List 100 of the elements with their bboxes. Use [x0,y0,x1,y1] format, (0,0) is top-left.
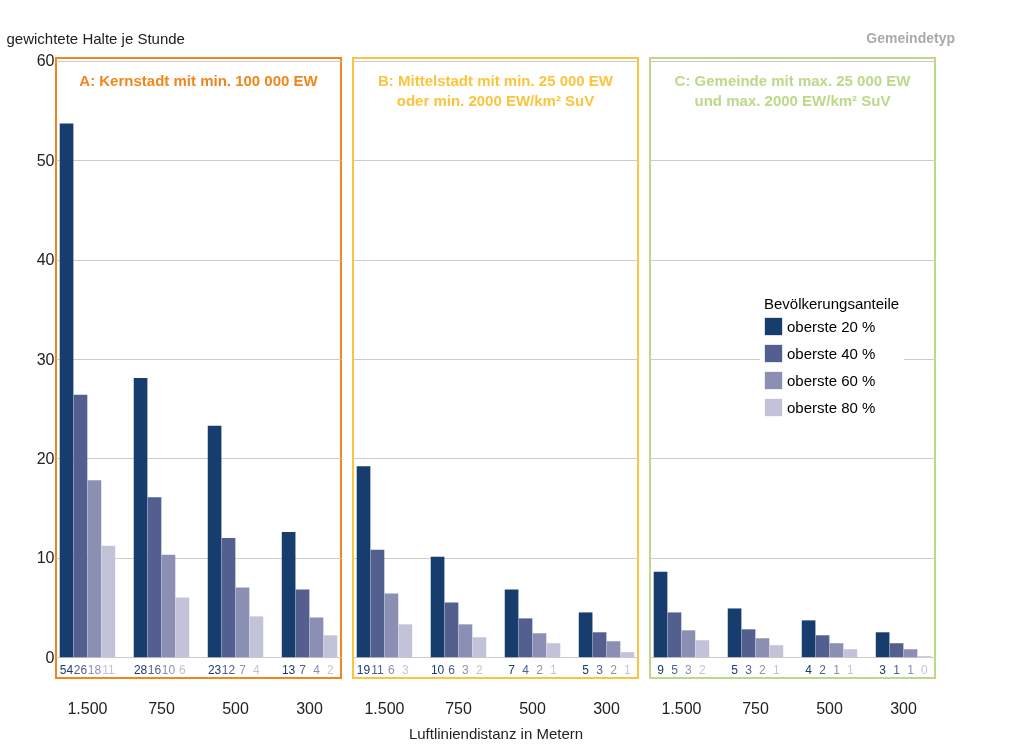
bar [889,643,904,658]
bar [370,549,385,658]
data-label: 2 [819,663,827,678]
y-axis-title: gewichtete Halte je Stunde [6,29,185,47]
text: B: Mittelstadt mit min. 25 000 EW oder min. 2000 EW/km² SuV [377,72,614,109]
data-label: 54 [59,663,74,678]
bar [87,480,102,658]
x-tick-label: 750 [445,699,472,717]
legend-label: oberste 80 % [787,398,876,416]
data-label: 18 [87,663,102,678]
x-tick-label: 500 [222,699,249,717]
data-label: 26 [73,663,88,678]
data-label: 10 [430,663,445,678]
data-label: 10 [161,663,176,678]
data-label: 2 [536,663,544,678]
bar [727,608,742,658]
x-tick-label: 1.500 [661,699,702,717]
text: C: Gemeinde mit max. 25 000 EW und max. 2000 EW/km² SuV [674,72,912,109]
data-label: 1 [893,663,901,678]
x-tick-label: 300 [593,699,620,717]
bar [458,624,473,658]
data-label: 5 [582,663,590,678]
data-label: 2 [759,663,767,678]
bar [801,620,816,658]
y-tick-label: 50 [36,151,55,169]
bar [532,633,547,658]
data-label: 4 [522,663,530,678]
data-label: 19 [356,663,371,678]
data-label: 6 [448,663,456,678]
x-tick-label: 300 [296,699,323,717]
bar [295,589,310,658]
bar [504,589,519,658]
bar [444,602,459,658]
data-label: 1 [833,663,841,678]
data-label: 6 [179,663,187,678]
bar [133,377,148,658]
data-label: 2 [327,663,335,678]
y-tick-label: 60 [36,52,55,70]
y-tick-label: 40 [36,251,55,269]
bar [221,537,236,658]
bar [147,497,162,658]
x-tick-label: 1.500 [67,699,108,717]
data-label: 7 [299,663,307,678]
data-label: 11 [102,663,115,678]
data-label: 1 [847,663,855,678]
data-label: 7 [508,663,516,678]
data-label: 23 [207,663,222,678]
data-label: 4 [805,663,813,678]
bar [281,531,296,658]
data-label: 4 [313,663,321,678]
data-label: 3 [596,663,604,678]
bar [741,629,756,658]
bar [815,635,830,658]
text: A: Kernstadt mit min. 100 000 EW [79,72,319,89]
bar [667,612,682,658]
data-label: 2 [476,663,484,678]
bar [592,632,607,658]
bar [829,643,844,658]
data-label: 0 [921,663,929,678]
data-label: 2 [610,663,618,678]
data-label: 1 [773,663,781,678]
x-tick-label: 750 [742,699,769,717]
data-label: 1 [907,663,915,678]
data-label: 5 [731,663,739,678]
legend-title: Bevölkerungsanteile [764,295,900,312]
data-label: 3 [685,663,693,678]
bar [235,587,250,658]
x-tick-label: 1.500 [364,699,405,717]
bar [161,554,176,658]
bar [755,638,770,658]
legend-label: oberste 40 % [787,344,876,362]
x-axis-title: Luftliniendistanz in Metern [408,724,584,742]
x-tick-label: 300 [890,699,917,717]
data-label: 28 [133,663,148,678]
data-label: 12 [221,663,236,678]
legend-label: oberste 20 % [787,317,876,335]
data-label: 3 [402,663,410,678]
data-label: 13 [281,663,296,678]
data-label: 9 [657,663,665,678]
data-label: 4 [253,663,261,678]
bar [681,630,696,658]
bar [653,571,668,658]
bar [309,617,324,658]
bar [384,593,399,658]
x-tick-label: 750 [148,699,175,717]
bar [356,466,371,658]
bar [903,649,918,658]
data-label: 3 [462,663,470,678]
data-label: 1 [624,663,632,678]
bar [518,618,533,658]
legend-label: oberste 60 % [787,371,876,389]
y-tick-label: 10 [36,549,55,567]
y-tick-label: 30 [36,350,55,368]
bar [59,123,74,658]
bar [606,641,621,658]
data-label: 2 [699,663,707,678]
bar [207,425,222,658]
data-label: 5 [671,663,679,678]
data-label: 6 [388,663,396,678]
x-tick-label: 500 [519,699,546,717]
